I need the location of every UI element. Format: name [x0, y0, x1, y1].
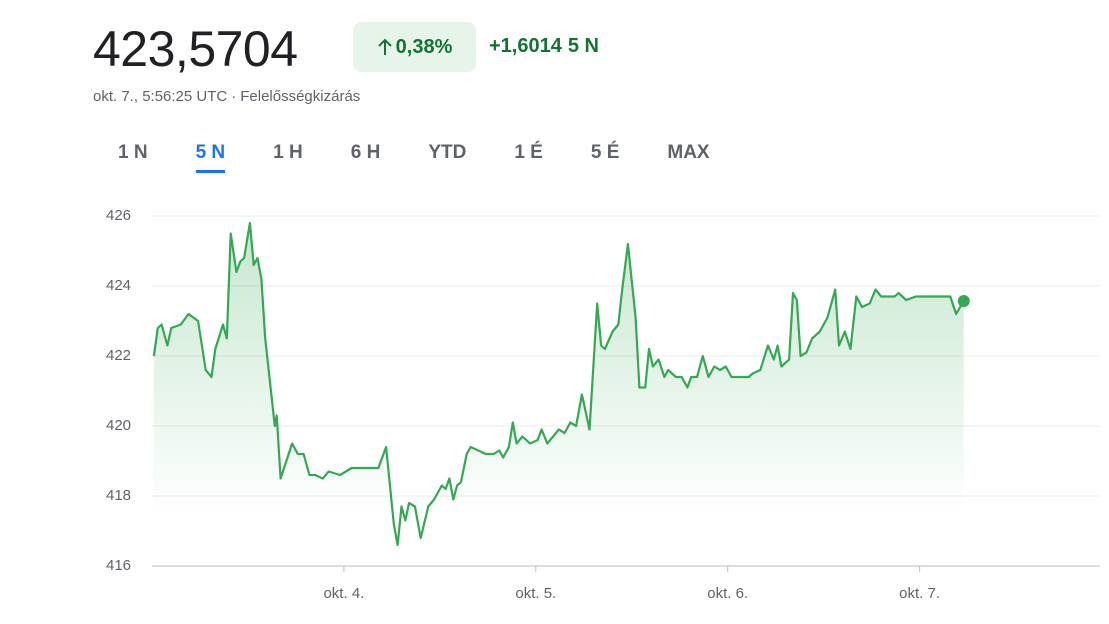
y-tick-label: 416: [106, 557, 131, 574]
range-tab[interactable]: MAX: [667, 142, 710, 163]
change-absolute: +1,6014 5 N: [489, 35, 599, 58]
x-tick-label: okt. 4.: [323, 585, 364, 602]
y-tick-label: 426: [106, 207, 131, 224]
x-tick-label: okt. 5.: [515, 585, 556, 602]
change-percent: 0,38%: [395, 35, 453, 58]
range-tab[interactable]: 1 N: [118, 142, 148, 163]
range-tab[interactable]: YTD: [428, 142, 467, 163]
y-tick-label: 418: [106, 487, 131, 504]
x-tick-label: okt. 7.: [899, 585, 940, 602]
x-tick-label: okt. 6.: [707, 585, 748, 602]
change-chip: 0,38%: [353, 22, 476, 72]
range-tab[interactable]: 5 É: [590, 142, 620, 163]
range-tab[interactable]: 1 É: [514, 142, 543, 163]
range-tab[interactable]: 5 N: [195, 142, 226, 173]
y-tick-label: 424: [106, 277, 131, 294]
price-line: [152, 221, 965, 547]
range-tabs: 1 N 5 N 1 H 6 H YTD 1 É 5 É MAX: [118, 142, 758, 173]
y-tick-label: 420: [106, 417, 131, 434]
range-tab[interactable]: 1 H: [273, 142, 303, 163]
separator: ·: [231, 88, 237, 105]
timestamp: okt. 7., 5:56:25 UTC: [93, 88, 228, 105]
area-fill: [153, 223, 964, 566]
disclaimer-link[interactable]: Felelősségkizárás: [240, 88, 361, 105]
up-arrow-icon: [377, 38, 392, 55]
last-point: [957, 295, 970, 308]
change-value: +1,6014: [489, 35, 562, 57]
range-tab[interactable]: 6 H: [350, 142, 381, 163]
change-period: 5 N: [567, 35, 599, 57]
timestamp-line: okt. 7., 5:56:25 UTC · Felelősségkizárás: [93, 88, 360, 105]
price: 423,5704: [93, 21, 298, 77]
y-tick-label: 422: [106, 347, 131, 364]
